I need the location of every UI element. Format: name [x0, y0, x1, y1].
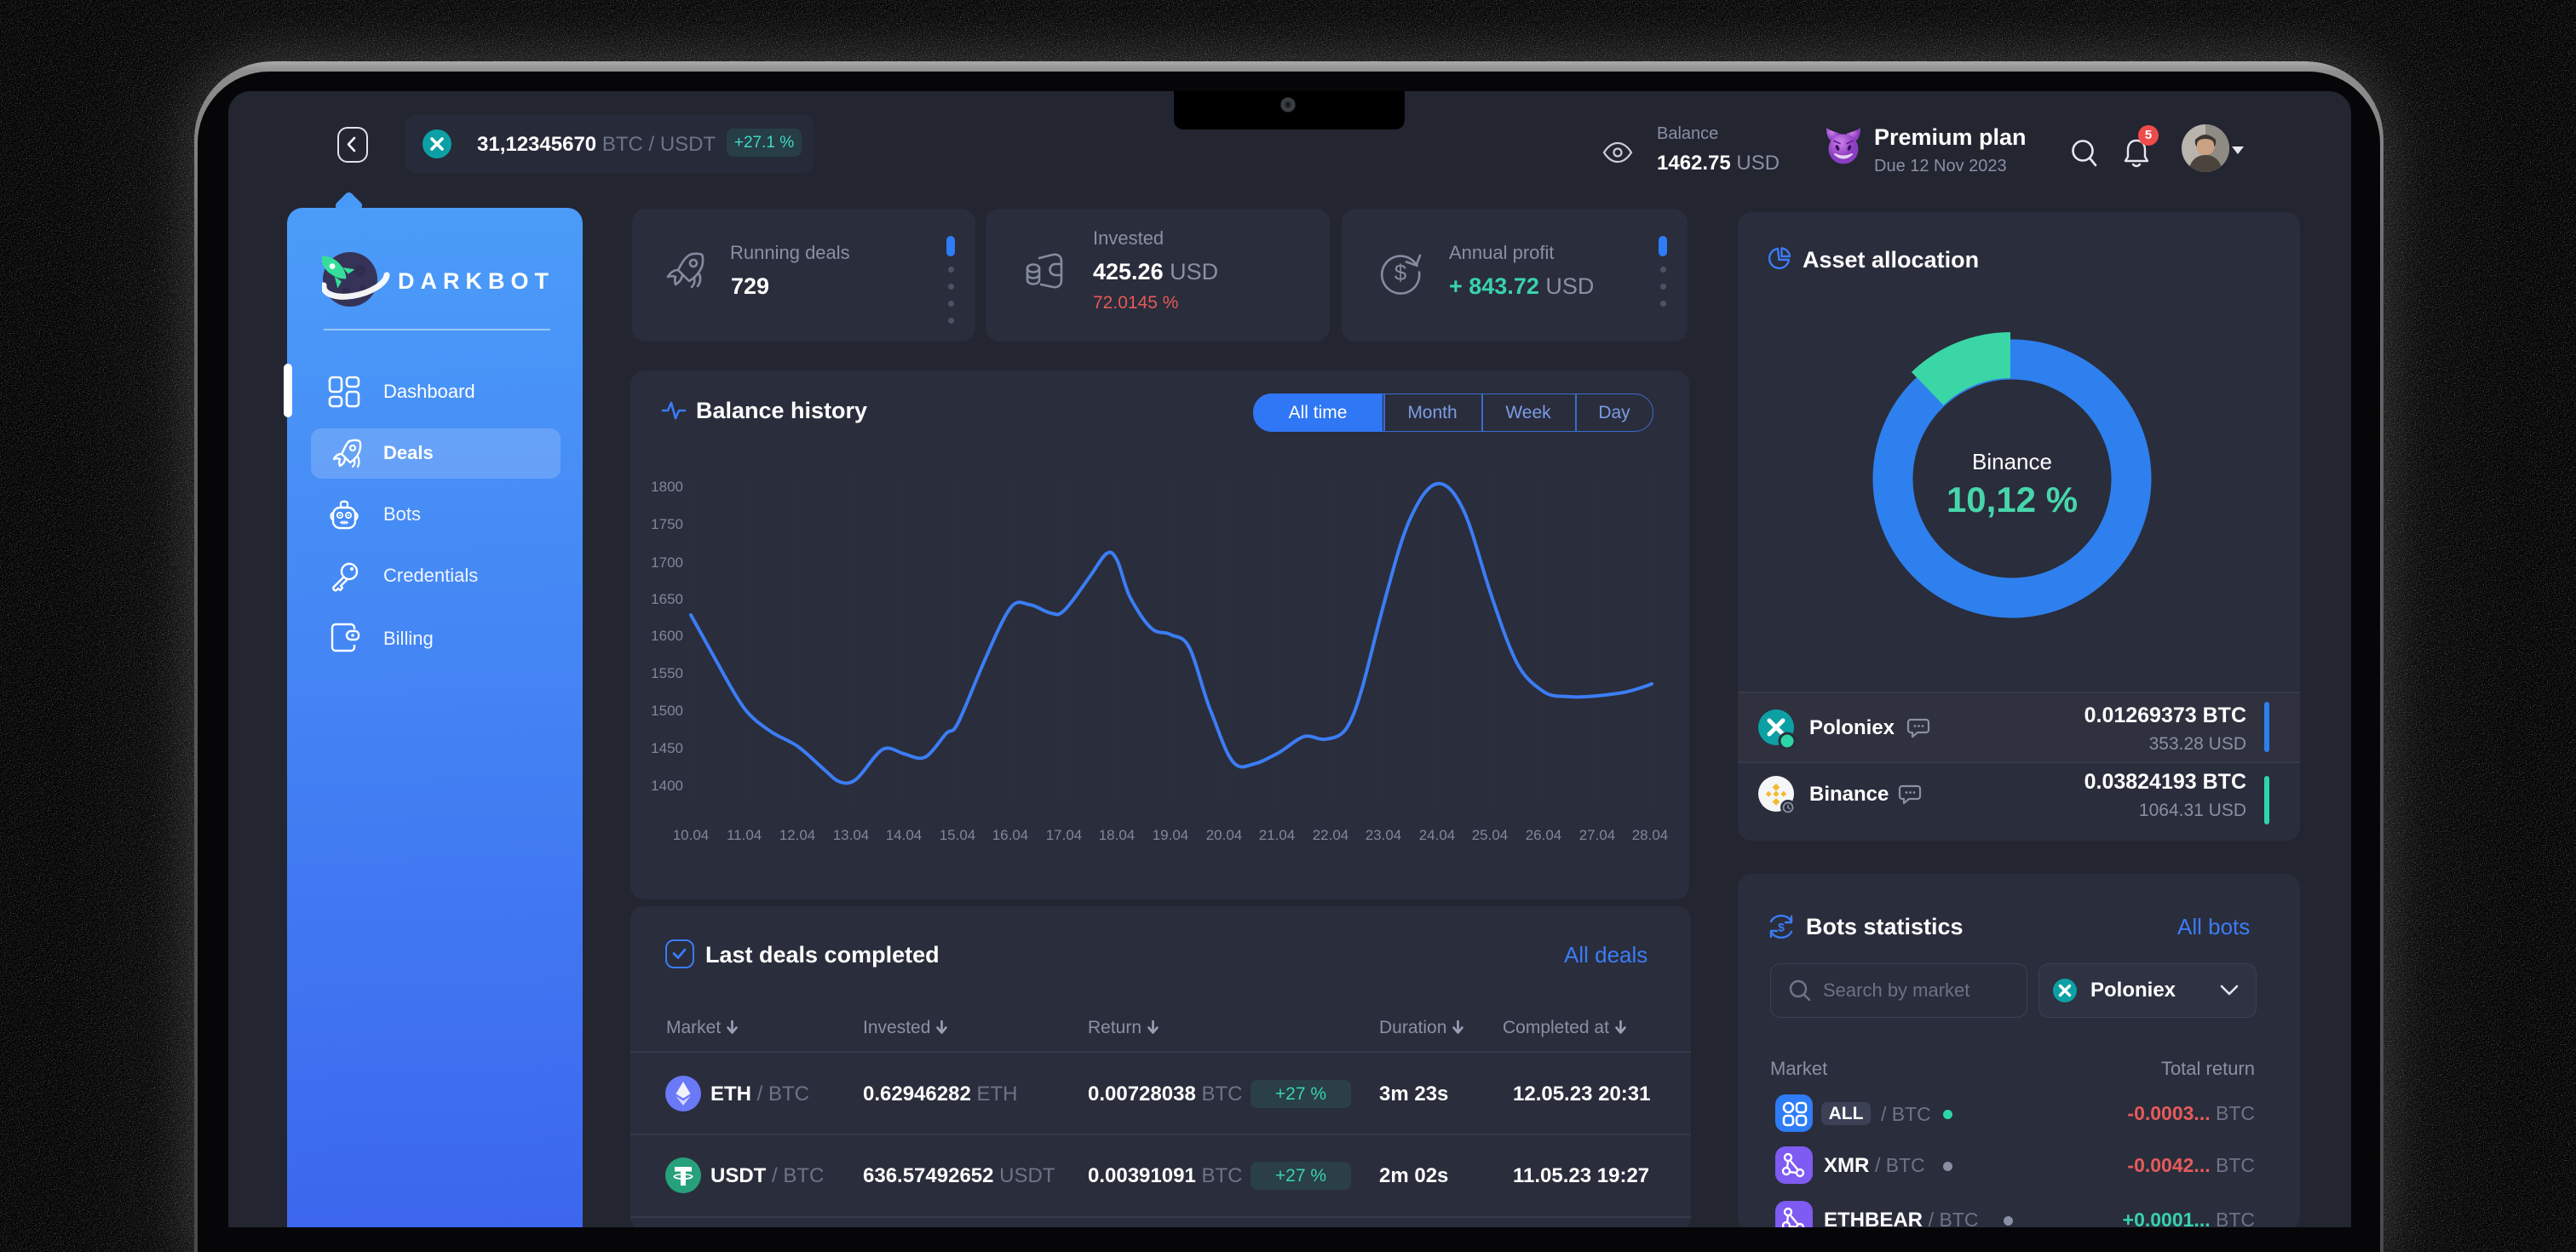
- svg-text:21.04: 21.04: [1259, 827, 1296, 843]
- svg-text:1500: 1500: [651, 703, 683, 719]
- svg-text:18.04: 18.04: [1099, 827, 1136, 843]
- svg-text:1450: 1450: [651, 740, 683, 756]
- svg-text:27.04: 27.04: [1579, 827, 1616, 843]
- svg-text:$: $: [1394, 260, 1407, 285]
- svg-text:28.04: 28.04: [1632, 827, 1669, 843]
- svg-text:22.04: 22.04: [1313, 827, 1349, 843]
- svg-text:13.04: 13.04: [833, 827, 870, 843]
- svg-text:1650: 1650: [651, 591, 683, 607]
- svg-text:12.04: 12.04: [779, 827, 816, 843]
- svg-text:15.04: 15.04: [940, 827, 976, 843]
- svg-text:11.04: 11.04: [727, 827, 762, 843]
- svg-text:26.04: 26.04: [1526, 827, 1562, 843]
- svg-text:25.04: 25.04: [1472, 827, 1509, 843]
- svg-text:1700: 1700: [651, 554, 683, 571]
- svg-text:17.04: 17.04: [1046, 827, 1083, 843]
- svg-text:16.04: 16.04: [992, 827, 1029, 843]
- svg-text:14.04: 14.04: [886, 827, 923, 843]
- svg-text:20.04: 20.04: [1206, 827, 1243, 843]
- svg-text:23.04: 23.04: [1366, 827, 1402, 843]
- svg-text:24.04: 24.04: [1419, 827, 1456, 843]
- svg-text:1400: 1400: [651, 778, 683, 794]
- svg-text:19.04: 19.04: [1153, 827, 1189, 843]
- svg-text:1550: 1550: [651, 665, 683, 681]
- svg-text:1600: 1600: [651, 628, 683, 644]
- svg-text:1750: 1750: [651, 516, 683, 532]
- svg-text:1800: 1800: [651, 479, 683, 495]
- svg-text:$: $: [1778, 921, 1785, 934]
- svg-text:10.04: 10.04: [673, 827, 710, 843]
